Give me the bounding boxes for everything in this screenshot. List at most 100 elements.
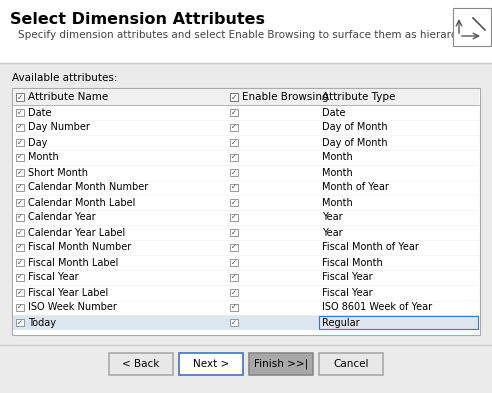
Text: ✓: ✓ — [231, 169, 237, 176]
Text: Month: Month — [322, 152, 353, 162]
Bar — [230, 139, 238, 146]
Text: Next >: Next > — [193, 359, 229, 369]
Bar — [16, 319, 24, 326]
Text: Cancel: Cancel — [333, 359, 369, 369]
Text: Specify dimension attributes and select Enable Browsing to surface them as hiera: Specify dimension attributes and select … — [18, 30, 481, 40]
Text: ✓: ✓ — [17, 305, 23, 310]
Text: ✓: ✓ — [17, 154, 23, 160]
Bar — [13, 150, 479, 165]
Text: ✓: ✓ — [17, 169, 23, 176]
Text: Month of Year: Month of Year — [322, 182, 389, 193]
Text: Regular: Regular — [322, 318, 360, 327]
Bar — [12, 88, 480, 335]
Text: ✓: ✓ — [17, 244, 23, 250]
Bar — [230, 259, 238, 266]
Bar — [16, 229, 24, 236]
Text: ✓: ✓ — [17, 230, 23, 235]
Text: ISO Week Number: ISO Week Number — [28, 303, 117, 312]
Text: Today: Today — [28, 318, 56, 327]
Bar — [319, 316, 478, 329]
Text: Fiscal Month Number: Fiscal Month Number — [28, 242, 131, 252]
Bar — [16, 259, 24, 266]
Text: ✓: ✓ — [17, 200, 23, 206]
Text: Calendar Month Label: Calendar Month Label — [28, 198, 135, 208]
Text: Fiscal Year: Fiscal Year — [322, 288, 372, 298]
Bar — [13, 165, 479, 180]
Bar — [0, 63, 492, 393]
Bar — [230, 184, 238, 191]
Text: ✓: ✓ — [231, 320, 237, 325]
Bar — [179, 353, 243, 375]
Bar — [109, 353, 173, 375]
Text: ✓: ✓ — [17, 110, 23, 116]
Bar — [319, 353, 383, 375]
Bar — [13, 255, 479, 270]
Text: Fiscal Month Label: Fiscal Month Label — [28, 257, 119, 268]
Bar — [13, 270, 479, 285]
Text: < Back: < Back — [123, 359, 160, 369]
Text: Attribute Name: Attribute Name — [28, 92, 108, 102]
Bar — [230, 214, 238, 221]
Bar — [16, 199, 24, 206]
Text: ✓: ✓ — [17, 259, 23, 266]
Bar — [230, 274, 238, 281]
Bar — [13, 180, 479, 195]
Text: Day Number: Day Number — [28, 123, 90, 132]
Bar — [16, 184, 24, 191]
Bar — [13, 315, 479, 330]
Bar — [13, 195, 479, 210]
Text: ✓: ✓ — [17, 125, 23, 130]
Text: Day of Month: Day of Month — [322, 138, 388, 147]
Bar — [230, 244, 238, 251]
Text: Day of Month: Day of Month — [322, 123, 388, 132]
Bar — [230, 109, 238, 116]
Bar — [230, 154, 238, 161]
Text: ✓: ✓ — [231, 290, 237, 296]
Text: Select Dimension Attributes: Select Dimension Attributes — [10, 12, 265, 27]
Text: Fiscal Year: Fiscal Year — [322, 272, 372, 283]
Text: ✓: ✓ — [231, 92, 237, 101]
Text: ✓: ✓ — [231, 259, 237, 266]
Text: ✓: ✓ — [231, 140, 237, 145]
Bar — [13, 300, 479, 315]
Bar — [13, 210, 479, 225]
Text: ✓: ✓ — [231, 125, 237, 130]
Text: Calendar Year: Calendar Year — [28, 213, 95, 222]
Bar — [230, 93, 238, 101]
Bar — [230, 169, 238, 176]
Text: Day: Day — [28, 138, 47, 147]
Text: Fiscal Month: Fiscal Month — [322, 257, 383, 268]
Text: Fiscal Year: Fiscal Year — [28, 272, 79, 283]
Bar — [230, 319, 238, 326]
Bar — [13, 225, 479, 240]
Text: Fiscal Month of Year: Fiscal Month of Year — [322, 242, 419, 252]
Text: Calendar Year Label: Calendar Year Label — [28, 228, 125, 237]
Bar — [230, 304, 238, 311]
Bar — [230, 199, 238, 206]
Bar — [16, 93, 24, 101]
Bar — [16, 169, 24, 176]
Text: ✓: ✓ — [17, 274, 23, 281]
Text: ✓: ✓ — [231, 215, 237, 220]
Bar — [0, 0, 492, 63]
Text: Date: Date — [322, 108, 345, 118]
Bar — [13, 120, 479, 135]
Text: ✓: ✓ — [17, 92, 23, 101]
Text: ✓: ✓ — [231, 230, 237, 235]
Text: Year: Year — [322, 213, 342, 222]
Text: ✓: ✓ — [231, 305, 237, 310]
Bar — [13, 89, 479, 105]
Text: Month: Month — [322, 167, 353, 178]
Bar — [16, 109, 24, 116]
Text: ✓: ✓ — [17, 184, 23, 191]
Text: ✓: ✓ — [231, 200, 237, 206]
Bar — [16, 289, 24, 296]
Bar — [13, 105, 479, 120]
Text: Calendar Month Number: Calendar Month Number — [28, 182, 148, 193]
Text: Attribute Type: Attribute Type — [322, 92, 396, 102]
Text: ISO 8601 Week of Year: ISO 8601 Week of Year — [322, 303, 432, 312]
Bar — [16, 274, 24, 281]
Bar — [16, 244, 24, 251]
Text: ✓: ✓ — [231, 244, 237, 250]
Bar — [453, 8, 491, 46]
